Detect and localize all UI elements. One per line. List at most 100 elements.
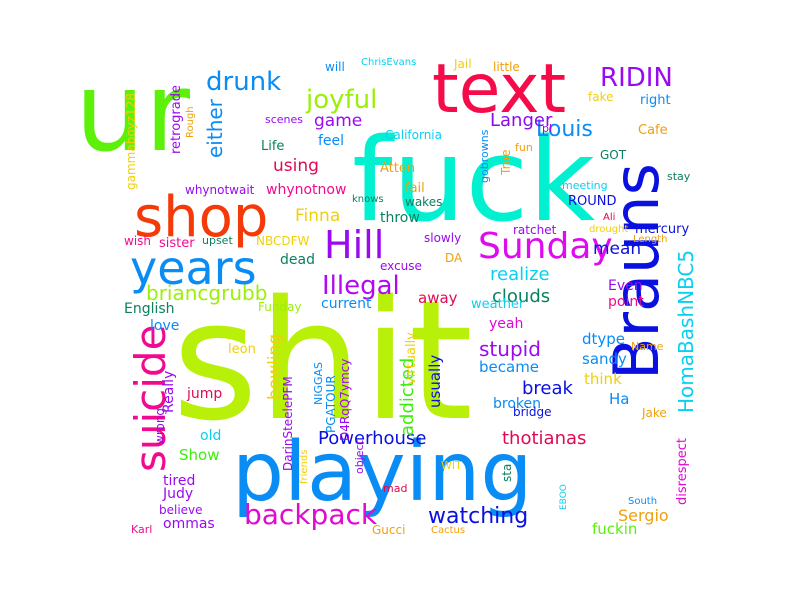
word-homabashnbc5: HomaBashNBC5	[674, 250, 698, 413]
word-mad: mad	[383, 482, 407, 495]
word-playing: playing	[232, 425, 532, 520]
word-clouds: clouds	[492, 286, 550, 307]
word-thotianas: thotianas	[502, 428, 586, 449]
word-atten: Atten	[380, 161, 415, 176]
word-ratchet: ratchet	[513, 223, 557, 237]
word-louis: Louis	[536, 117, 593, 142]
word-jail: Jail	[453, 57, 472, 71]
word-stupid: stupid	[479, 337, 541, 361]
word-judy: Judy	[162, 486, 193, 502]
word-backpack: backpack	[244, 498, 378, 531]
word-cafe: Cafe	[638, 123, 668, 138]
word-d4rqq7ymcy: D4RqQ7ymcy	[338, 359, 352, 441]
word-gammaboyz128: gammaboyz128	[124, 93, 138, 190]
word-chrisevans: ChrisEvans	[361, 57, 416, 68]
word-wakes: wakes	[405, 195, 442, 209]
word-mercury: mercury	[635, 222, 689, 237]
word-karl: Karl	[131, 523, 152, 536]
word-pl: pl	[542, 122, 552, 135]
word-sandy: sandy	[582, 350, 627, 368]
word-tired: tired	[163, 473, 195, 489]
word-nbcdfw: NBCDFW	[256, 234, 310, 248]
word-even: Even	[608, 278, 643, 294]
word-california: California	[385, 128, 442, 142]
word-retrograde: retrograde	[169, 85, 184, 154]
word-rough: Rough	[185, 106, 196, 138]
word-think: think	[584, 370, 622, 388]
word-south: South	[628, 496, 657, 507]
word-brauns: Brauns	[600, 163, 673, 380]
word-da: DA	[445, 251, 463, 265]
word-realize: realize	[490, 264, 550, 285]
word-sergio: Sergio	[618, 506, 669, 525]
word-upset: upset	[202, 234, 233, 247]
word-dead: dead	[280, 252, 315, 268]
word-briancgrubb: briancgrubb	[146, 281, 267, 305]
word-joyful: joyful	[305, 85, 377, 115]
word-finna: Finna	[295, 206, 340, 226]
word-usually: usually	[426, 355, 444, 408]
word-leon: leon	[228, 342, 256, 357]
word-addicted: addicted	[397, 358, 418, 436]
word-ridin: RIDIN	[600, 63, 673, 93]
word-gobrowns: gobrowns	[478, 129, 491, 183]
word-name: Name	[631, 340, 664, 353]
word-virtually: virtually	[404, 332, 419, 385]
word-bowling: bowling	[265, 334, 285, 400]
word-gucci: Gucci	[372, 523, 405, 537]
word-niggas: NIGGAS	[312, 362, 325, 405]
word-really: Really	[161, 371, 177, 413]
word-scenes: scenes	[265, 113, 303, 126]
word-text: text	[432, 50, 566, 129]
word-away: away	[418, 289, 458, 307]
word-believe: believe	[159, 503, 203, 517]
word-life: Life	[261, 139, 284, 154]
word-using: using	[273, 156, 319, 176]
word-hill: Hill	[324, 223, 384, 267]
word-meeting: meeting	[562, 179, 608, 192]
word-old: old	[200, 428, 221, 444]
word-feel: feel	[318, 133, 344, 149]
word-eboo: EBOO	[559, 484, 569, 510]
word-ali: Ali	[603, 212, 615, 223]
word-sunday: Sunday	[478, 226, 613, 267]
word-mean: mean	[593, 239, 641, 259]
word-shit: shit	[172, 265, 473, 457]
word-show: Show	[179, 446, 219, 464]
word-love: love	[150, 318, 179, 334]
word-cactus: Cactus	[431, 525, 465, 536]
word-darinsteelepfm: DarinSteelePFM	[281, 376, 295, 471]
word-ur: ur	[75, 48, 191, 176]
word-slowly: slowly	[424, 231, 461, 245]
word-round: ROUND	[568, 194, 617, 209]
word-sister: sister	[159, 236, 195, 251]
word-stay: stay	[667, 170, 691, 183]
word-length: Length	[633, 234, 668, 245]
word-shop: shop	[134, 185, 268, 250]
word-became: became	[479, 358, 539, 376]
word-knows: knows	[352, 194, 384, 205]
word-pgatour: PGATOUR	[324, 375, 338, 433]
word-yeah: yeah	[489, 316, 523, 332]
word-dtype: dtype	[582, 330, 625, 348]
word-will: will	[325, 60, 345, 74]
word-funday: Funday	[258, 300, 302, 314]
word-powerhouse: Powerhouse	[318, 428, 426, 449]
word-fun: fun	[515, 141, 533, 154]
word-right: right	[640, 93, 671, 108]
word-object: object	[353, 439, 366, 474]
word-fuck: fuck	[352, 114, 596, 248]
word-weather: weather	[471, 297, 525, 312]
word-little: little	[493, 60, 520, 74]
word-break: break	[522, 378, 574, 399]
word-wish: wish	[124, 234, 151, 248]
word-fake: fake	[588, 90, 613, 104]
word-fuckin: fuckin	[592, 520, 637, 538]
word-fail: fail	[405, 181, 425, 196]
word-sta: sta	[500, 464, 514, 482]
word-years: years	[130, 241, 257, 295]
word-game: game	[314, 111, 362, 131]
word-broken: broken	[493, 396, 541, 412]
word-excuse: excuse	[380, 259, 422, 273]
